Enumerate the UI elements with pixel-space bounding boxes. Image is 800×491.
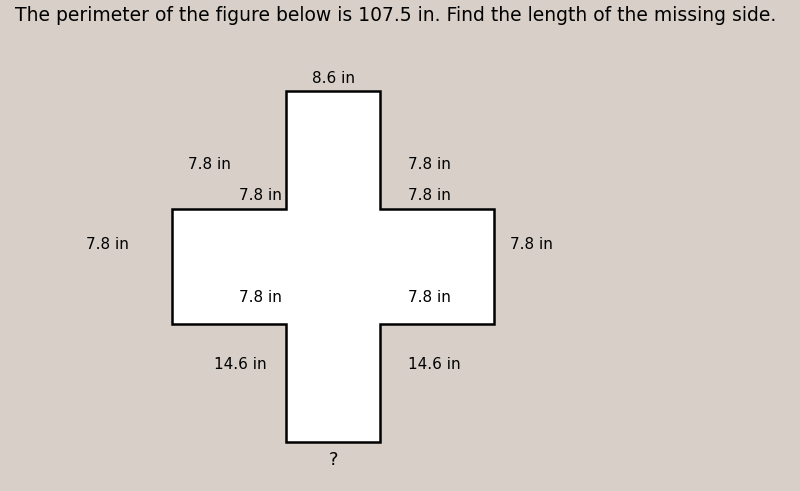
Text: 7.8 in: 7.8 in [239, 188, 282, 203]
PathPatch shape [172, 91, 494, 442]
Text: ?: ? [329, 451, 338, 469]
Text: 7.8 in: 7.8 in [408, 157, 450, 171]
Text: The perimeter of the figure below is 107.5 in. Find the length of the missing si: The perimeter of the figure below is 107… [15, 6, 776, 25]
Text: 7.8 in: 7.8 in [510, 237, 553, 251]
Text: 7.8 in: 7.8 in [188, 157, 231, 171]
Text: 7.8 in: 7.8 in [408, 290, 450, 305]
Text: 7.8 in: 7.8 in [86, 237, 129, 251]
Text: 14.6 in: 14.6 in [408, 356, 461, 372]
Text: 8.6 in: 8.6 in [312, 71, 354, 86]
Text: 14.6 in: 14.6 in [214, 356, 266, 372]
Text: 7.8 in: 7.8 in [239, 290, 282, 305]
Text: 7.8 in: 7.8 in [408, 188, 450, 203]
